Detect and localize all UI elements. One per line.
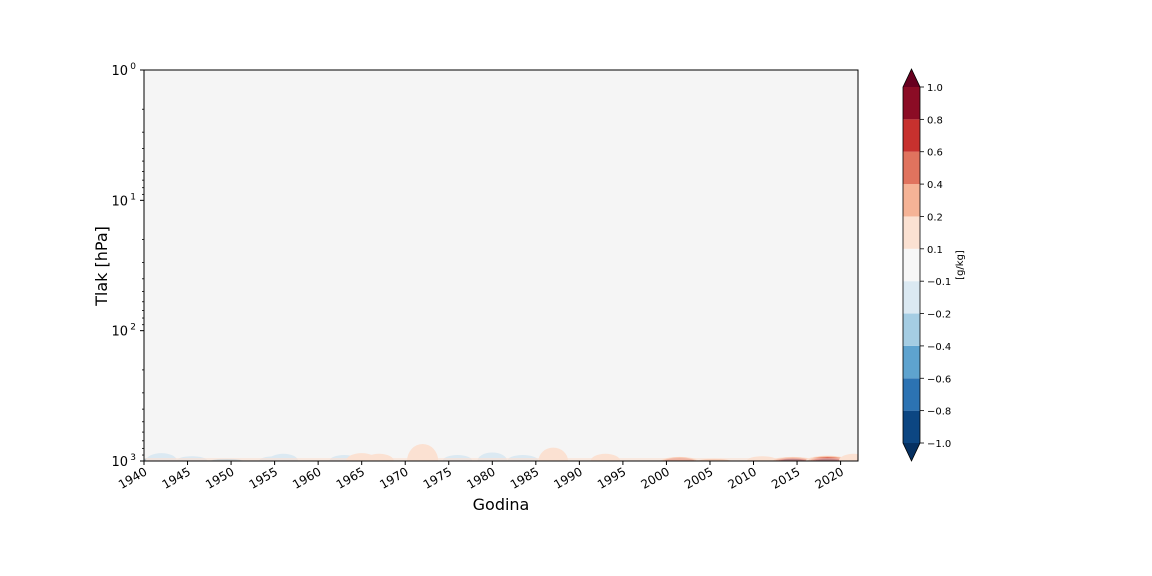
colorbar-tick-label: −1.0 [927,439,951,450]
plot-frame [143,69,859,462]
colorbar-tick-label: 0.2 [927,212,943,223]
y-tick-exponent: 1 [130,192,136,202]
colorbar-segment [903,313,920,346]
y-tick-label: 10 [111,455,128,470]
colorbar [902,68,921,462]
colorbar-extend-min [903,443,920,461]
x-tick-label: 1985 [508,464,541,491]
colorbar-segment [903,216,920,249]
colorbar-tick-label: −0.6 [927,374,951,385]
colorbar-tick-label: −0.1 [927,277,951,288]
x-tick-label: 1960 [290,464,323,491]
y-tick-label: 10 [111,194,128,209]
x-tick-label: 1975 [421,464,454,491]
colorbar-segment [903,345,920,379]
y-tick-label: 10 [111,325,128,340]
colorbar-tick-label: −0.4 [927,342,951,353]
colorbar-segment [903,281,920,314]
colorbar-segment [903,119,920,152]
x-tick-label: 2020 [813,464,846,491]
colorbar-tick-label: 0.1 [927,245,943,256]
colorbar-label: [g/kg] [955,250,966,280]
colorbar-tick-label: 0.4 [927,180,943,191]
x-tick-label: 1950 [203,464,236,491]
colorbar-tick-label: 0.6 [927,148,943,159]
colorbar-ticks: −1.0 −0.8 −0.6 −0.4 −0.2 −0.1 0.1 0.2 0.4 0.6 0.8 1… [920,83,951,450]
x-tick-label: 2000 [638,464,671,491]
x-tick-label: 2005 [682,464,715,491]
x-tick-label: 2015 [769,464,802,491]
x-tick-label: 1995 [595,464,628,491]
colorbar-segment [903,378,920,411]
y-minor-ticks [142,108,144,456]
y-tick-exponent: 3 [130,453,136,463]
x-tick-label: 2010 [726,464,759,491]
colorbar-tick-label: 1.0 [927,83,943,94]
x-tick-label: 1965 [334,464,367,491]
colorbar-extend-max [903,69,920,87]
contour-patch [407,443,439,461]
y-tick-exponent: 2 [130,323,136,333]
colorbar-tick-label: −0.8 [927,407,951,418]
y-axis-label: Tlak [hPa] [92,226,111,307]
colorbar-segment [903,410,920,443]
x-tick-label: 1945 [160,464,193,491]
y-tick-exponent: 0 [130,62,136,72]
x-tick-label: 1990 [551,464,584,491]
contour-patch [538,447,569,461]
surface-band [144,458,858,461]
x-tick-label: 1980 [464,464,497,491]
colorbar-segment [903,151,920,185]
colorbar-tick-label: −0.2 [927,310,951,321]
colorbar-segment [903,248,920,282]
contour-fill-layer [144,443,858,461]
x-axis-label: Godina [473,495,530,514]
x-axis: 1940 1945 1950 1955 1960 1965 1970 1975 1980 1985… [116,461,846,492]
colorbar-tick-label: 0.8 [927,115,943,126]
y-tick-label: 10 [111,64,128,79]
x-tick-label: 1970 [377,464,410,491]
x-tick-label: 1955 [247,464,280,491]
colorbar-segment [903,184,920,217]
plot-background [144,70,858,461]
colorbar-segment [903,87,920,120]
